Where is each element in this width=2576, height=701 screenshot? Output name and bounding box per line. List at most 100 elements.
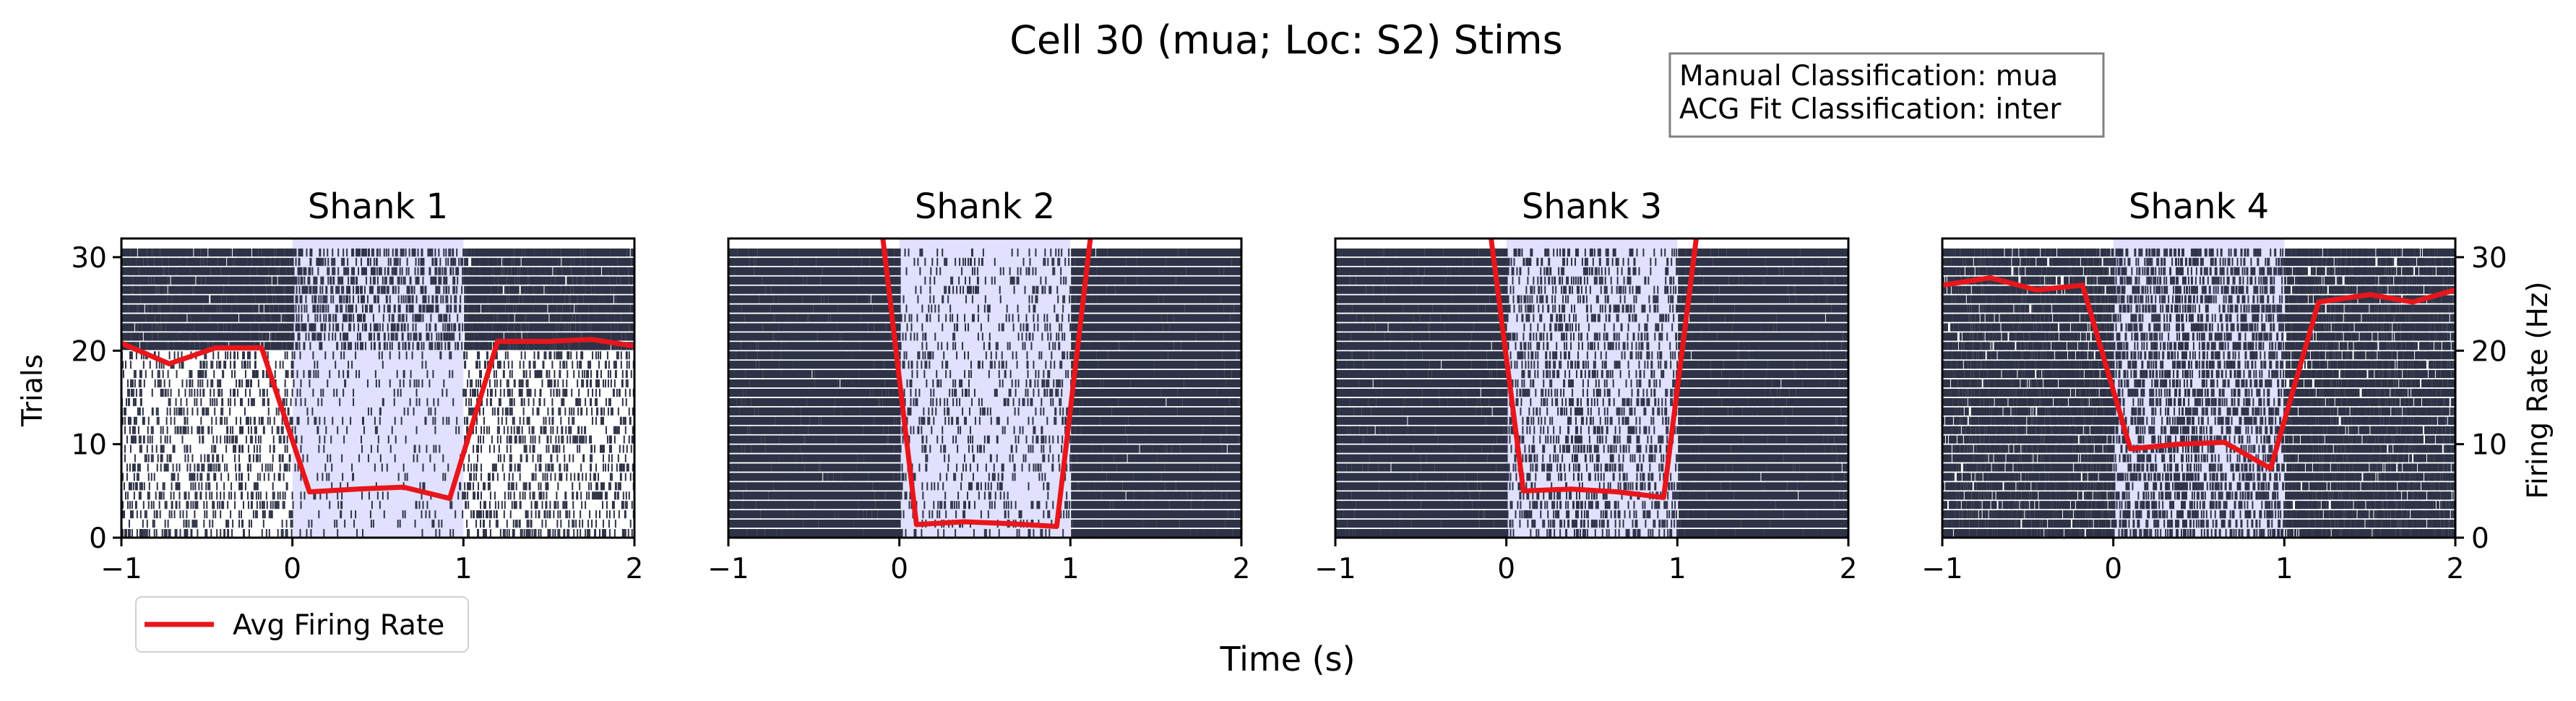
spike-mark xyxy=(483,323,486,332)
spike-mark xyxy=(345,342,347,350)
spike-mark xyxy=(210,379,212,388)
spike-mark xyxy=(475,520,478,528)
spike-mark xyxy=(402,314,405,322)
spike-mark xyxy=(494,501,496,509)
spike-mark xyxy=(624,416,626,425)
spike-mark xyxy=(181,407,183,416)
spike-mark xyxy=(568,342,570,350)
spike-mark xyxy=(397,388,399,397)
spike-mark xyxy=(480,520,482,528)
spike-mark xyxy=(228,397,230,406)
spike-mark xyxy=(290,529,293,538)
spike-mark xyxy=(247,379,249,388)
spike-mark xyxy=(247,397,249,406)
spike-mark xyxy=(314,332,316,341)
spike-mark xyxy=(171,482,173,491)
spike-mark xyxy=(191,473,194,481)
spike-mark xyxy=(286,388,288,397)
spike-mark xyxy=(227,351,229,360)
spike-mark xyxy=(207,473,209,481)
spike-mark xyxy=(557,501,559,509)
spike-mark xyxy=(512,314,514,322)
spike-mark xyxy=(263,473,265,481)
spike-mark xyxy=(363,314,366,322)
spike-mark xyxy=(283,295,285,304)
spike-mark xyxy=(259,444,261,453)
spike-mark xyxy=(135,304,137,313)
spike-mark xyxy=(220,510,222,519)
spike-mark xyxy=(556,520,559,528)
spike-mark xyxy=(374,426,376,434)
spike-mark xyxy=(203,463,205,472)
spike-mark xyxy=(343,388,345,397)
spike-mark xyxy=(127,304,129,313)
spike-mark xyxy=(210,529,212,538)
spike-mark xyxy=(202,361,204,369)
spike-mark xyxy=(535,510,537,519)
spike-mark xyxy=(391,426,393,434)
spike-mark xyxy=(292,342,294,350)
spike-mark xyxy=(626,351,628,360)
spike-mark xyxy=(238,454,241,463)
spike-mark xyxy=(147,501,150,509)
spike-mark xyxy=(391,342,393,350)
spike-mark xyxy=(465,361,467,369)
spike-mark xyxy=(595,482,598,491)
spike-mark xyxy=(421,491,423,500)
spike-mark xyxy=(410,332,412,341)
spike-mark xyxy=(230,361,232,369)
spike-mark xyxy=(309,370,311,379)
spike-mark xyxy=(350,342,353,350)
spike-mark xyxy=(501,416,503,425)
spike-mark xyxy=(446,388,448,397)
spike-mark xyxy=(361,323,363,332)
spike-mark xyxy=(335,361,337,369)
spike-mark xyxy=(327,454,329,463)
spike-mark xyxy=(337,304,339,313)
spike-mark xyxy=(176,482,178,491)
spike-mark xyxy=(625,491,627,500)
spike-mark xyxy=(194,397,196,406)
spike-mark xyxy=(395,332,397,341)
spike-mark xyxy=(372,314,374,322)
spike-mark xyxy=(332,295,335,304)
spike-mark xyxy=(412,295,414,304)
spike-mark xyxy=(476,416,478,425)
spike-mark xyxy=(413,407,415,416)
spike-mark xyxy=(573,520,575,528)
spike-mark xyxy=(394,304,396,313)
spike-mark xyxy=(254,351,257,360)
spike-mark xyxy=(284,491,286,500)
spike-mark xyxy=(293,304,295,313)
spike-mark xyxy=(296,370,298,379)
spike-mark xyxy=(624,332,626,341)
spike-mark xyxy=(178,388,180,397)
spike-mark xyxy=(507,361,509,369)
spike-mark xyxy=(584,370,586,379)
spike-mark xyxy=(598,473,600,481)
spike-mark xyxy=(184,323,186,332)
spike-mark xyxy=(569,407,571,416)
spike-mark xyxy=(324,295,327,304)
spike-mark xyxy=(486,388,488,397)
spike-mark xyxy=(212,520,214,528)
spike-mark xyxy=(165,529,168,538)
spike-mark xyxy=(620,416,622,425)
spike-mark xyxy=(166,426,168,434)
spike-mark xyxy=(546,473,548,481)
spike-mark xyxy=(511,388,513,397)
spike-mark xyxy=(624,388,626,397)
spike-mark xyxy=(152,501,155,509)
spike-mark xyxy=(215,416,217,425)
spike-mark xyxy=(197,473,199,481)
spike-mark xyxy=(131,501,133,509)
spike-mark xyxy=(588,323,590,332)
spike-mark xyxy=(376,332,379,341)
spike-mark xyxy=(366,379,369,388)
spike-mark xyxy=(478,444,480,453)
spike-mark xyxy=(618,510,620,519)
spike-mark xyxy=(455,295,457,304)
spike-mark xyxy=(481,314,483,322)
spike-mark xyxy=(132,388,134,397)
spike-mark xyxy=(519,520,521,528)
